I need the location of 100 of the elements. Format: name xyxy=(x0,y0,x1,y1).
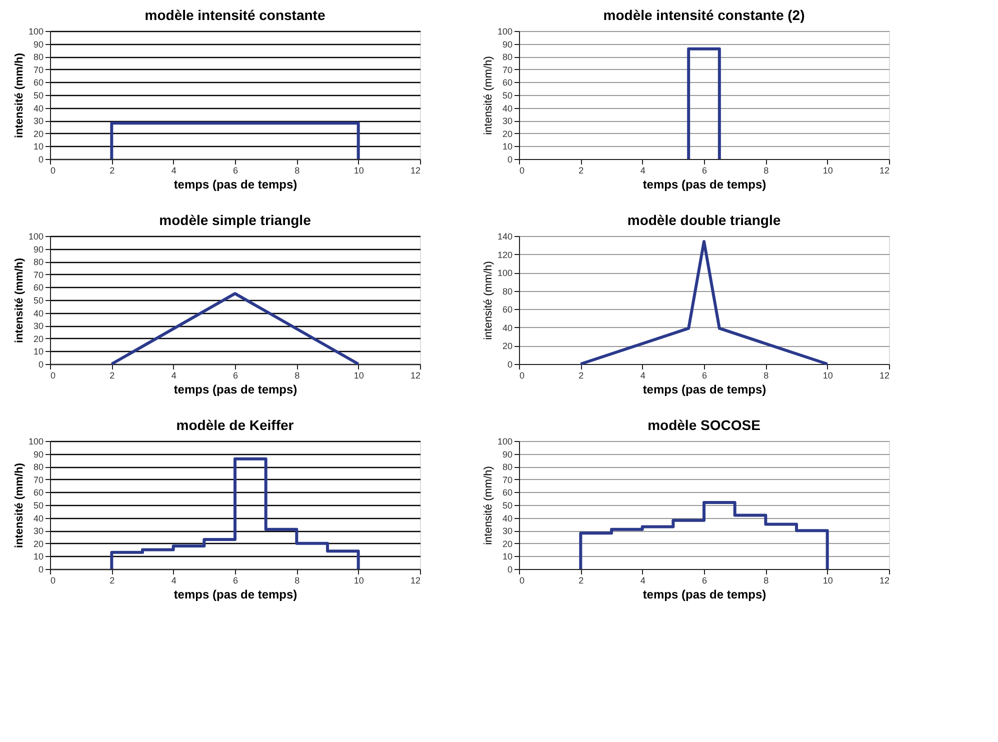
y-tick-label: 80 xyxy=(502,462,512,472)
y-tick-label: 70 xyxy=(502,474,512,485)
y-tick-label: 120 xyxy=(497,250,512,260)
y-tick-label: 0 xyxy=(38,360,44,370)
y-tick-label: 30 xyxy=(33,526,44,536)
x-axis-title: temps (pas de temps) xyxy=(174,588,298,602)
y-tick-label: 0 xyxy=(38,564,44,574)
x-tick-label: 10 xyxy=(354,166,364,176)
y-axis-title: intensité (mm/h) xyxy=(482,261,494,340)
x-tick-label: 8 xyxy=(294,370,300,380)
y-axis-title: intensité (mm/h) xyxy=(13,52,26,138)
y-tick-label: 30 xyxy=(502,526,512,536)
y-tick-label: 70 xyxy=(33,270,44,280)
chart-title: modèle double triangle xyxy=(627,212,781,228)
x-tick-label: 8 xyxy=(764,370,769,380)
x-tick-label: 10 xyxy=(354,576,364,586)
y-tick-label: 20 xyxy=(502,128,512,139)
x-axis-title: temps (pas de temps) xyxy=(174,178,298,192)
x-tick-label: 6 xyxy=(702,576,708,586)
x-axis-title: temps (pas de temps) xyxy=(642,588,766,602)
x-tick-label: 8 xyxy=(294,166,300,176)
y-tick-label: 50 xyxy=(33,296,44,306)
y-tick-label: 20 xyxy=(502,538,512,549)
y-tick-label: 80 xyxy=(33,52,44,62)
chart-title: modèle de Keiffer xyxy=(176,417,294,433)
chart-title: modèle intensité constante xyxy=(144,7,326,23)
y-tick-label: 90 xyxy=(502,449,512,460)
x-tick-label: 2 xyxy=(578,576,584,586)
y-tick-label: 50 xyxy=(502,90,512,100)
y-tick-label: 40 xyxy=(33,103,44,114)
x-axis-title: temps (pas de temps) xyxy=(642,178,766,192)
x-tick-label: 10 xyxy=(822,370,833,380)
x-tick-label: 10 xyxy=(354,370,364,380)
y-tick-label: 50 xyxy=(502,500,512,510)
x-tick-label: 4 xyxy=(640,166,646,176)
y-tick-label: 60 xyxy=(33,488,44,498)
y-tick-label: 10 xyxy=(502,552,512,562)
y-axis-title: intensité (mm/h) xyxy=(13,258,26,343)
x-tick-label: 10 xyxy=(822,576,833,586)
y-tick-label: 60 xyxy=(502,78,512,88)
y-tick-label: 40 xyxy=(502,103,512,114)
x-tick-label: 2 xyxy=(578,166,584,176)
x-tick-label: 8 xyxy=(294,576,300,586)
y-tick-label: 20 xyxy=(502,341,512,352)
x-tick-label: 6 xyxy=(232,576,238,586)
y-tick-label: 80 xyxy=(33,462,44,472)
y-tick-label: 0 xyxy=(507,564,512,574)
y-axis-title: intensité (mm/h) xyxy=(482,466,494,545)
y-tick-label: 100 xyxy=(497,26,512,36)
x-tick-label: 4 xyxy=(171,166,176,176)
y-tick-label: 10 xyxy=(33,142,44,152)
y-tick-label: 20 xyxy=(33,128,44,139)
x-tick-label: 4 xyxy=(171,576,176,586)
y-tick-label: 40 xyxy=(502,513,512,524)
y-tick-label: 60 xyxy=(33,282,44,293)
y-tick-label: 100 xyxy=(28,436,44,446)
y-axis-title: intensité (mm/h) xyxy=(13,462,26,548)
x-tick-label: 2 xyxy=(110,166,115,176)
x-axis-title: temps (pas de temps) xyxy=(174,382,298,396)
x-tick-label: 4 xyxy=(171,370,176,380)
y-tick-label: 10 xyxy=(33,552,44,562)
x-tick-label: 8 xyxy=(764,576,769,586)
x-tick-label: 12 xyxy=(879,166,890,176)
x-tick-label: 4 xyxy=(640,576,646,586)
x-tick-label: 2 xyxy=(578,370,584,380)
x-tick-label: 8 xyxy=(764,166,769,176)
y-tick-label: 70 xyxy=(33,64,44,75)
y-tick-label: 90 xyxy=(33,244,44,254)
x-tick-label: 6 xyxy=(702,370,708,380)
y-tick-label: 50 xyxy=(33,90,44,100)
y-tick-label: 80 xyxy=(502,52,512,62)
x-tick-label: 12 xyxy=(410,576,420,586)
y-tick-label: 60 xyxy=(502,488,512,498)
y-tick-label: 40 xyxy=(33,513,44,524)
y-tick-label: 20 xyxy=(33,334,44,344)
y-tick-label: 90 xyxy=(33,39,44,50)
x-axis-title: temps (pas de temps) xyxy=(642,382,766,396)
chart-title: modèle simple triangle xyxy=(159,212,312,228)
x-tick-label: 2 xyxy=(110,370,115,380)
y-tick-label: 0 xyxy=(38,154,44,164)
x-tick-label: 6 xyxy=(232,166,238,176)
x-tick-label: 6 xyxy=(702,166,708,176)
x-tick-label: 0 xyxy=(50,370,56,380)
y-tick-label: 30 xyxy=(502,116,512,126)
y-tick-label: 30 xyxy=(33,116,44,126)
y-tick-label: 40 xyxy=(502,322,512,333)
x-tick-label: 2 xyxy=(110,576,115,586)
x-tick-label: 6 xyxy=(232,370,238,380)
y-tick-label: 100 xyxy=(28,232,44,242)
y-tick-label: 60 xyxy=(33,78,44,88)
x-tick-label: 0 xyxy=(520,576,525,586)
y-tick-label: 20 xyxy=(33,538,44,549)
y-tick-label: 140 xyxy=(497,232,512,242)
y-tick-label: 90 xyxy=(33,449,44,460)
x-tick-label: 0 xyxy=(50,576,56,586)
x-tick-label: 0 xyxy=(520,166,525,176)
y-tick-label: 70 xyxy=(33,474,44,485)
y-tick-label: 30 xyxy=(33,321,44,332)
y-tick-label: 90 xyxy=(502,39,512,50)
y-tick-label: 60 xyxy=(502,304,512,315)
